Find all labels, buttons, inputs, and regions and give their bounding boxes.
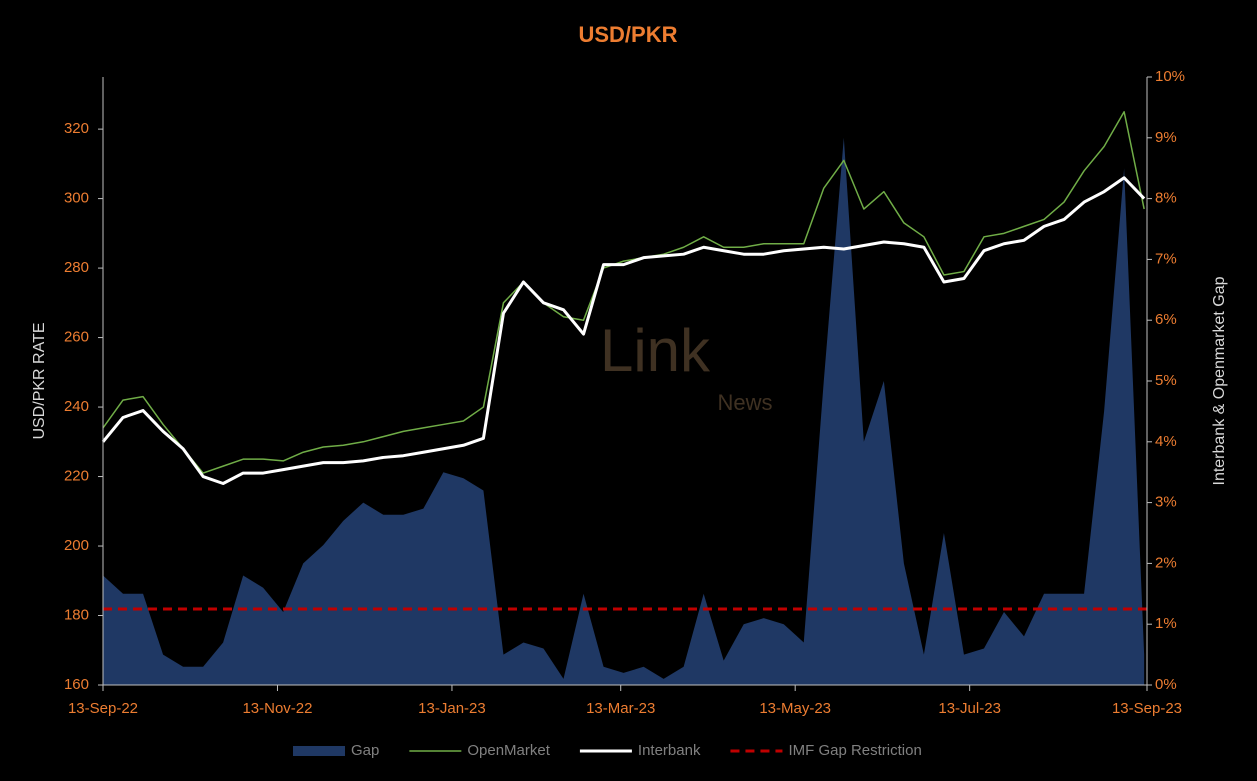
y-axis-label: USD/PKR RATE	[31, 322, 48, 439]
x-tick-label: 13-Mar-23	[586, 700, 655, 717]
legend-swatch	[293, 746, 345, 756]
y2-tick-label: 1%	[1155, 615, 1177, 632]
y-tick-label: 160	[64, 676, 89, 693]
y2-tick-label: 2%	[1155, 554, 1177, 571]
watermark: Link	[600, 317, 711, 384]
y2-tick-label: 3%	[1155, 494, 1177, 511]
y2-tick-label: 10%	[1155, 68, 1185, 85]
legend-label: IMF Gap Restriction	[788, 742, 921, 759]
series-line	[101, 176, 1146, 485]
x-tick-label: 13-Jan-23	[418, 700, 486, 717]
x-tick-label: 13-Nov-22	[242, 700, 312, 717]
y2-tick-label: 8%	[1155, 190, 1177, 207]
y-tick-label: 200	[64, 537, 89, 554]
chart-title: USD/PKR	[578, 22, 677, 47]
watermark: News	[717, 390, 772, 415]
y-tick-label: 260	[64, 329, 89, 346]
y-tick-label: 180	[64, 606, 89, 623]
y2-axis-label: Interbank & Openmarket Gap	[1211, 276, 1228, 485]
y2-tick-label: 9%	[1155, 129, 1177, 146]
legend-label: Interbank	[638, 742, 701, 759]
y-tick-label: 300	[64, 190, 89, 207]
legend-label: Gap	[351, 742, 379, 759]
x-tick-label: 13-Jul-23	[938, 700, 1001, 717]
y2-tick-label: 4%	[1155, 433, 1177, 450]
gap-area	[103, 137, 1145, 686]
x-tick-label: 13-May-23	[759, 700, 831, 717]
y2-tick-label: 6%	[1155, 311, 1177, 328]
y-tick-label: 320	[64, 120, 89, 137]
y2-tick-label: 5%	[1155, 372, 1177, 389]
y-tick-label: 220	[64, 468, 89, 485]
series-line	[102, 110, 1145, 474]
x-tick-label: 13-Sep-23	[1112, 700, 1182, 717]
legend-label: OpenMarket	[467, 742, 550, 759]
y2-tick-label: 7%	[1155, 250, 1177, 267]
y-tick-label: 240	[64, 398, 89, 415]
x-tick-label: 13-Sep-22	[68, 700, 138, 717]
y2-tick-label: 0%	[1155, 676, 1177, 693]
y-tick-label: 280	[64, 259, 89, 276]
